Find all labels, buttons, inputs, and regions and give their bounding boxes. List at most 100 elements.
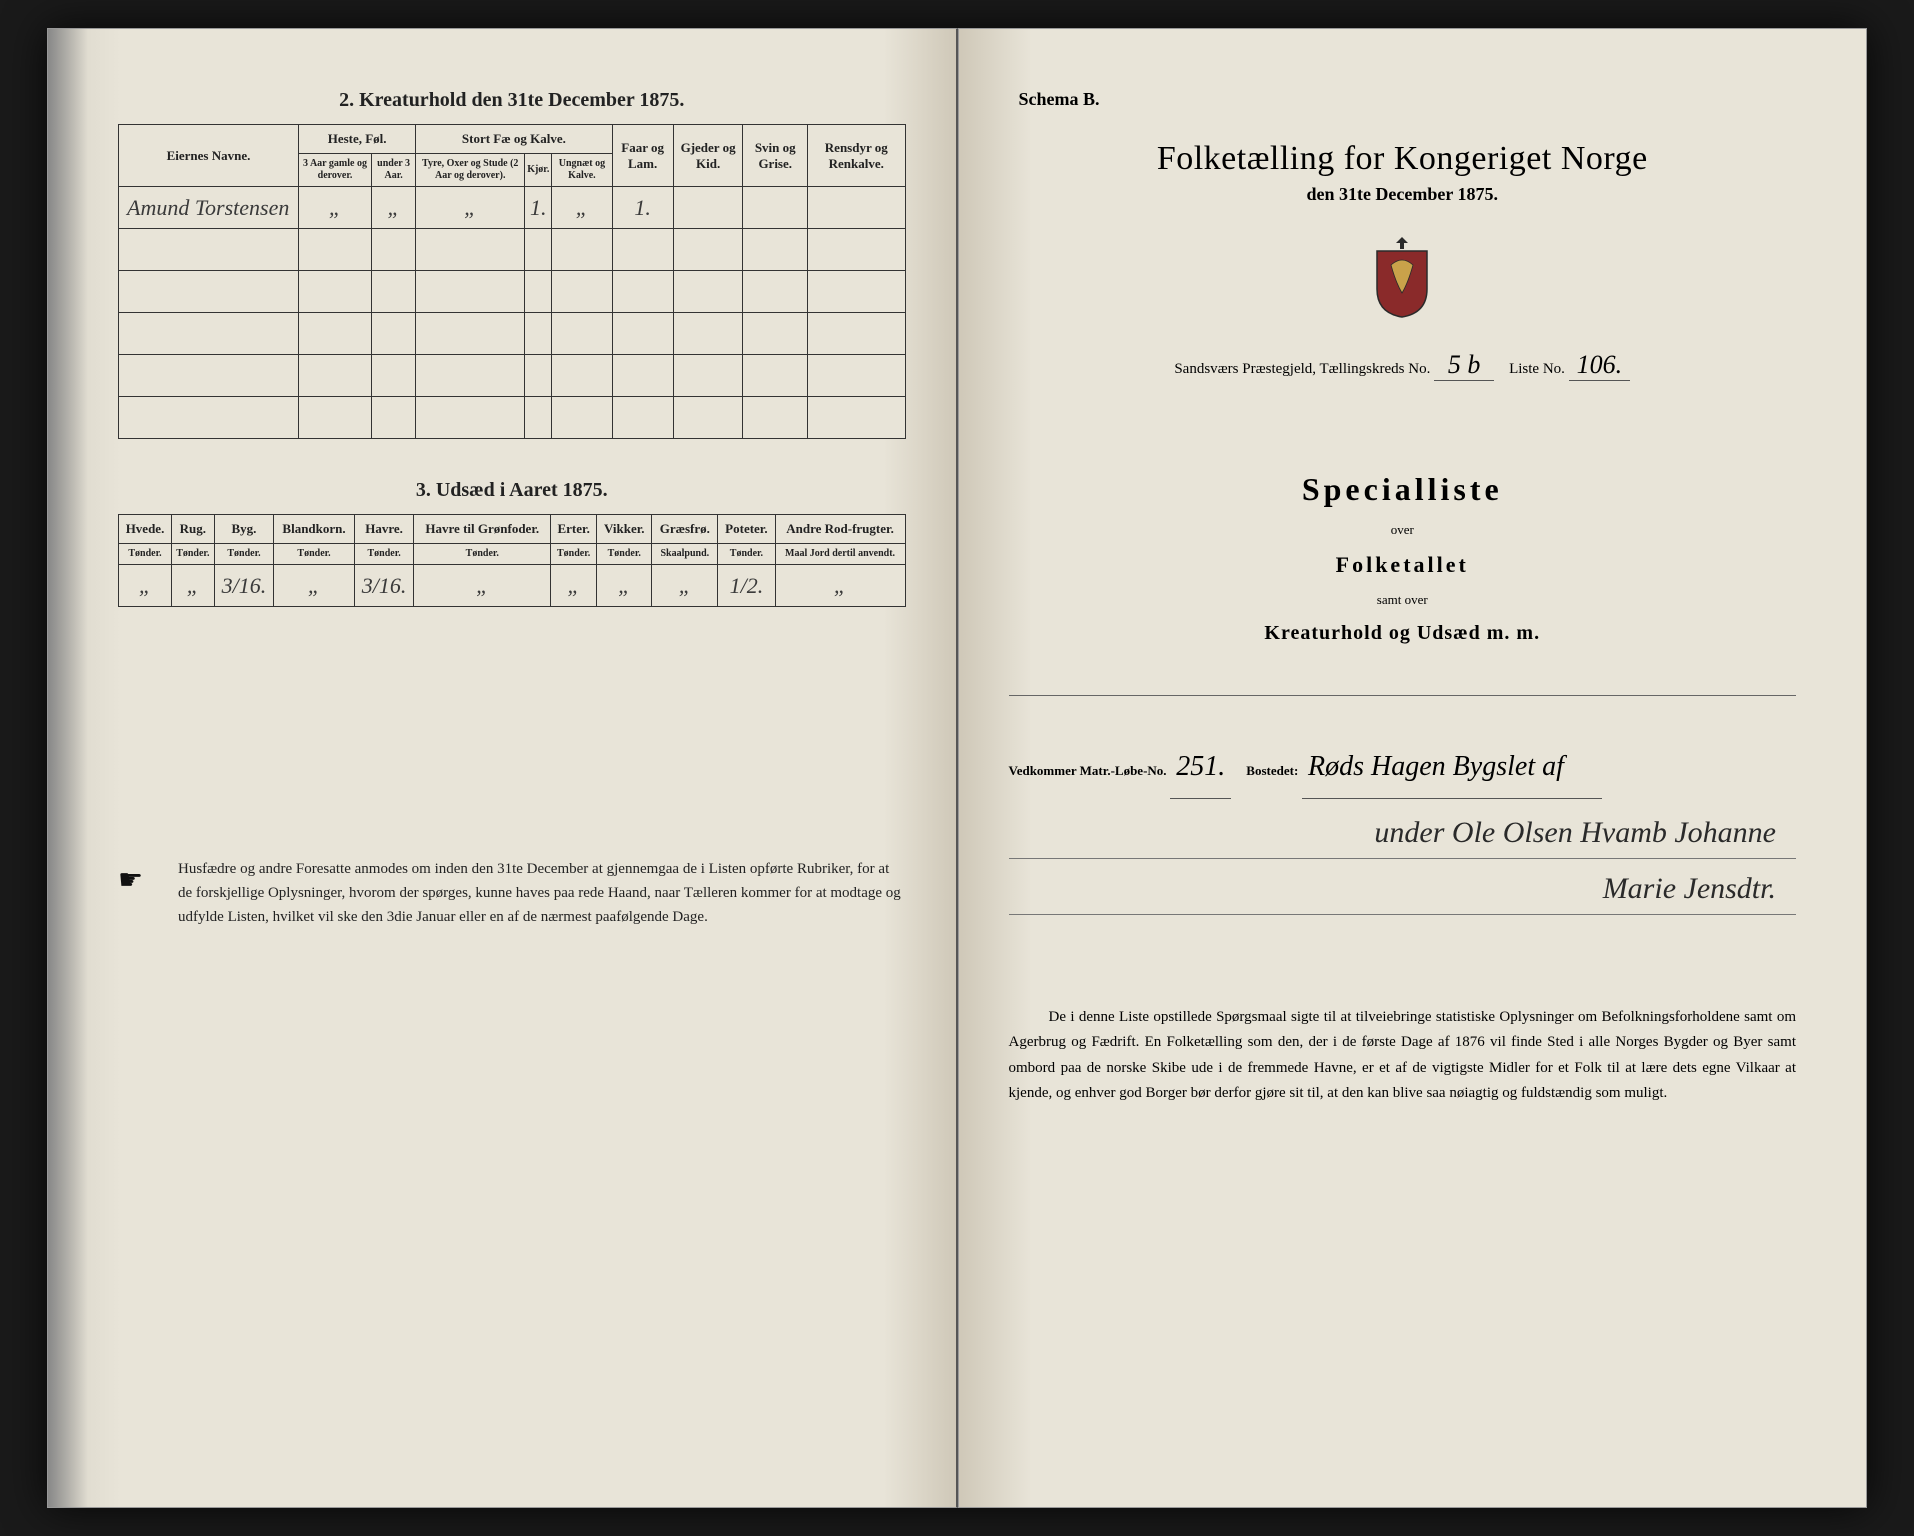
- cell: [743, 187, 808, 229]
- owner-name: Amund Torstensen: [119, 187, 299, 229]
- footer-text: Husfædre og andre Foresatte anmodes om i…: [178, 861, 901, 925]
- unit: Tønder.: [597, 544, 652, 565]
- kreds-no: 5 b: [1434, 350, 1494, 381]
- cell: „: [119, 565, 172, 607]
- seed-units: Tønder. Tønder. Tønder. Tønder. Tønder. …: [119, 544, 906, 565]
- parish-line: Sandsværs Præstegjeld, Tællingskreds No.…: [1009, 350, 1797, 381]
- sub-heste-1: under 3 Aar.: [372, 154, 416, 187]
- group-heste: Heste, Føl.: [299, 125, 416, 154]
- main-title: Folketælling for Kongeriget Norge: [1009, 140, 1797, 178]
- cell: „: [652, 565, 718, 607]
- col: Havre til Grønfoder.: [414, 515, 551, 544]
- parish-label-1: Sandsværs Præstegjeld, Tællingskreds No.: [1174, 361, 1430, 377]
- sub-fae-1: Kjør.: [525, 154, 552, 187]
- section-2-title: 2. Kreaturhold den 31te December 1875.: [118, 89, 906, 112]
- col-rensdyr: Rensdyr og Renkalve.: [808, 125, 905, 187]
- cell: 3/16.: [214, 565, 274, 607]
- col-gjeder: Gjeder og Kid.: [673, 125, 743, 187]
- parish-label-2: Liste No.: [1509, 361, 1565, 377]
- cell: [808, 187, 905, 229]
- cell: 1/2.: [718, 565, 775, 607]
- census-book: 2. Kreaturhold den 31te December 1875. E…: [47, 28, 1867, 1508]
- cell: „: [552, 187, 612, 229]
- col: Vikker.: [597, 515, 652, 544]
- col: Hvede.: [119, 515, 172, 544]
- matr-label: Vedkommer Matr.-Løbe-No.: [1009, 763, 1167, 778]
- liste-no: 106.: [1569, 350, 1631, 381]
- cell: „: [372, 187, 416, 229]
- samt-label: samt over: [1009, 592, 1797, 608]
- seed-headers: Hvede. Rug. Byg. Blandkorn. Havre. Havre…: [119, 515, 906, 544]
- over-label: over: [1009, 522, 1797, 538]
- table-row: [119, 397, 906, 439]
- unit: Tønder.: [414, 544, 551, 565]
- unit: Tønder.: [354, 544, 414, 565]
- unit: Tønder.: [274, 544, 354, 565]
- cell: „: [172, 565, 215, 607]
- seed-table: Hvede. Rug. Byg. Blandkorn. Havre. Havre…: [118, 514, 906, 607]
- kreaturhold-title: Kreaturhold og Udsæd m. m.: [1009, 622, 1797, 645]
- col: Andre Rod-frugter.: [775, 515, 905, 544]
- col: Byg.: [214, 515, 274, 544]
- col: Erter.: [551, 515, 597, 544]
- bosted-line-2: Marie Jensdtr.: [1009, 863, 1797, 915]
- table-row: [119, 271, 906, 313]
- unit: Tønder.: [214, 544, 274, 565]
- schema-label: Schema B.: [1019, 89, 1797, 110]
- col: Blandkorn.: [274, 515, 354, 544]
- cell: 1.: [525, 187, 552, 229]
- cell: „: [414, 565, 551, 607]
- livestock-table: Eiernes Navne. Heste, Føl. Stort Fæ og K…: [118, 124, 906, 439]
- unit: Tønder.: [718, 544, 775, 565]
- table-row: [119, 355, 906, 397]
- coat-of-arms-icon: [1367, 235, 1437, 320]
- group-stortfae: Stort Fæ og Kalve.: [416, 125, 612, 154]
- cell: „: [416, 187, 525, 229]
- section-3-title: 3. Udsæd i Aaret 1875.: [118, 479, 906, 502]
- section-2: 2. Kreaturhold den 31te December 1875. E…: [118, 89, 906, 439]
- bosted-line-0: Røds Hagen Bygslet af: [1302, 736, 1602, 799]
- cell: „: [551, 565, 597, 607]
- unit: Maal Jord dertil anvendt.: [775, 544, 905, 565]
- matr-line: Vedkommer Matr.-Løbe-No. 251. Bostedet: …: [1009, 736, 1797, 799]
- table-row: Amund Torstensen „ „ „ 1. „ 1.: [119, 187, 906, 229]
- table-row: [119, 229, 906, 271]
- col-faar: Faar og Lam.: [612, 125, 673, 187]
- binding-shadow: [48, 29, 88, 1507]
- sub-fae-0: Tyre, Oxer og Stude (2 Aar og derover).: [416, 154, 525, 187]
- sub-title: den 31te December 1875.: [1009, 184, 1797, 205]
- bosted-label: Bostedet:: [1246, 763, 1298, 778]
- cell: „: [597, 565, 652, 607]
- sub-fae-2: Ungnæt og Kalve.: [552, 154, 612, 187]
- unit: Skaalpund.: [652, 544, 718, 565]
- col: Poteter.: [718, 515, 775, 544]
- bosted-line-1: under Ole Olsen Hvamb Johanne: [1009, 807, 1797, 859]
- cell: „: [274, 565, 354, 607]
- divider: [1009, 695, 1797, 696]
- left-page: 2. Kreaturhold den 31te December 1875. E…: [47, 28, 958, 1508]
- unit: Tønder.: [172, 544, 215, 565]
- matr-no: 251.: [1170, 736, 1231, 799]
- col: Havre.: [354, 515, 414, 544]
- pointing-hand-icon: ☛: [118, 859, 143, 904]
- cell: 3/16.: [354, 565, 414, 607]
- col: Rug.: [172, 515, 215, 544]
- right-page: Schema B. Folketælling for Kongeriget No…: [958, 28, 1868, 1508]
- unit: Tønder.: [119, 544, 172, 565]
- table-row: [119, 313, 906, 355]
- cell: „: [299, 187, 372, 229]
- specialliste-title: Specialliste: [1009, 471, 1797, 508]
- unit: Tønder.: [551, 544, 597, 565]
- sub-heste-0: 3 Aar gamle og derover.: [299, 154, 372, 187]
- cell: [673, 187, 743, 229]
- footer-instruction: ☛ Husfædre og andre Foresatte anmodes om…: [118, 857, 906, 929]
- folketallet-title: Folketallet: [1009, 552, 1797, 578]
- col-svin: Svin og Grise.: [743, 125, 808, 187]
- owner-header: Eiernes Navne.: [119, 125, 299, 187]
- col: Græsfrø.: [652, 515, 718, 544]
- section-3: 3. Udsæd i Aaret 1875. Hvede. Rug. Byg. …: [118, 479, 906, 607]
- cell: 1.: [612, 187, 673, 229]
- cell: „: [775, 565, 905, 607]
- table-row: „ „ 3/16. „ 3/16. „ „ „ „ 1/2. „: [119, 565, 906, 607]
- bottom-paragraph: De i denne Liste opstillede Spørgsmaal s…: [1009, 1005, 1797, 1107]
